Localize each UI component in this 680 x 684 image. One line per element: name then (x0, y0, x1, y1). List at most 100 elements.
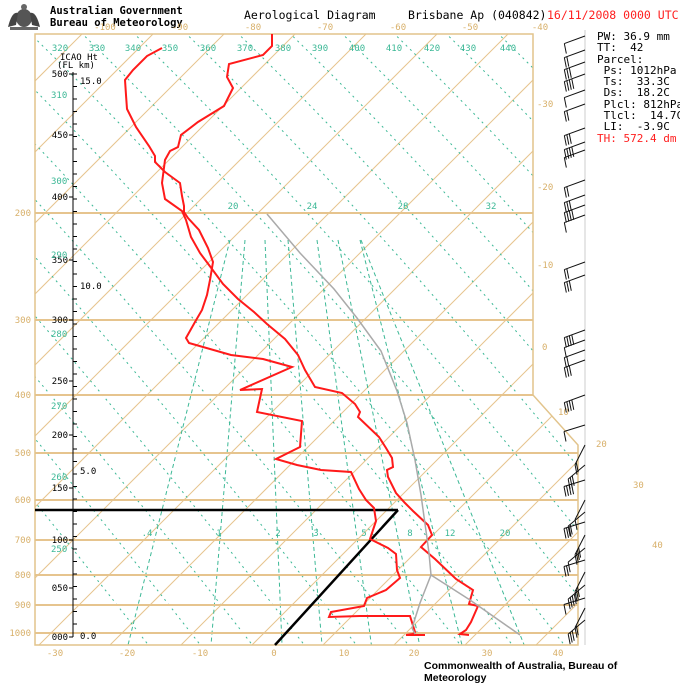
pressure-label: 900 (15, 601, 31, 611)
temp-tick-bottom: 10 (339, 649, 350, 659)
flight-level-label: 350 (52, 256, 68, 266)
theta-left-label: 280 (51, 330, 67, 340)
temp-tick-right: 40 (652, 541, 663, 551)
parcel-low-branch-profile (430, 574, 521, 636)
theta-left-label: 310 (51, 91, 67, 101)
theta-left-label: 250 (51, 545, 67, 555)
temp-tick-top: -100 (94, 23, 116, 33)
temp-tick-top: -90 (172, 23, 188, 33)
theta-label: 430 (460, 44, 476, 54)
temp-tick-bottom: 20 (409, 649, 420, 659)
temp-tick-right: 30 (633, 481, 644, 491)
org-line-1: Australian Government (50, 5, 183, 17)
station-name: Brisbane Ap (040842) (408, 8, 547, 22)
plot-border (34, 33, 579, 646)
stat-th: TH: 572.4 dm (597, 131, 677, 145)
pressure-label: 800 (15, 571, 31, 581)
icao-title: ICAO Ht (60, 53, 98, 63)
mixing-ratio-upper-label: 28 (398, 202, 409, 212)
stat-ps: Ps: 1012hPa (597, 63, 677, 77)
mixing-ratio-upper-label: 32 (486, 202, 497, 212)
flight-level-label: 100 (52, 536, 68, 546)
theta-label: 400 (349, 44, 365, 54)
parcel-statistics-panel: PW: 36.9 mm TT: 42 Parcel: Ps: 1012hPa Ts:… (597, 31, 680, 144)
temp-tick-top: -80 (245, 23, 261, 33)
pressure-label: 200 (15, 209, 31, 219)
theta-label: 410 (386, 44, 402, 54)
temp-tick-right: 20 (596, 440, 607, 450)
theta-label: 320 (52, 44, 68, 54)
mixing-ratio-label: 2 (275, 529, 280, 539)
mixing-ratio-label: 20 (500, 529, 511, 539)
temp-tick-top: -50 (462, 23, 478, 33)
temp-tick-bottom: -20 (119, 649, 135, 659)
mixing-ratio-upper-label: 24 (307, 202, 318, 212)
temp-tick-top: -70 (317, 23, 333, 33)
parcel-profile (266, 213, 432, 635)
dew-point-profile (123, 47, 425, 636)
stat-plcl: Plcl: 812hPa (597, 97, 680, 111)
temp-tick-bottom: -30 (47, 649, 63, 659)
temp-tick-bottom: 30 (482, 649, 493, 659)
mixing-ratio-label: 1 (216, 529, 221, 539)
isobar-lines (35, 212, 578, 634)
temp-tick-right: 0 (542, 343, 547, 353)
theta-left-label: 300 (51, 177, 67, 187)
theta-label: 380 (275, 44, 291, 54)
org-line-2: Bureau of Meteorology (50, 17, 183, 29)
icao-subtitle: (FL km) (57, 61, 95, 71)
stat-ts: Ts: 33.3C (597, 75, 670, 89)
pressure-label: 600 (15, 496, 31, 506)
flight-level-label: 050 (52, 584, 68, 594)
sounding-profiles (123, 34, 521, 636)
flight-level-label: 200 (52, 431, 68, 441)
diagram-title: Aerological Diagram (244, 8, 376, 22)
stat-tlcl: Tlcl: 14.7C (597, 109, 680, 123)
mixing-ratio-label: 8 (407, 529, 412, 539)
temp-tick-right: -10 (537, 261, 553, 271)
temp-tick-right: -30 (537, 100, 553, 110)
temp-tick-bottom: 0 (271, 649, 276, 659)
stat-li: LI: -3.9C (597, 120, 670, 134)
flight-level-label: 300 (52, 316, 68, 326)
temperature-profile (160, 34, 480, 636)
dry-adiabat-lines (35, 34, 578, 645)
temp-tick-bottom: -10 (192, 649, 208, 659)
temp-tick-top: -60 (390, 23, 406, 33)
theta-label: 420 (424, 44, 440, 54)
copyright-footer: Commonwealth of Australia, Bureau of Met… (424, 660, 618, 684)
theta-label: 360 (200, 44, 216, 54)
theta-left-label: 260 (51, 473, 67, 483)
temp-tick-bottom: 40 (553, 649, 564, 659)
theta-label: 370 (237, 44, 253, 54)
flight-level-label: 250 (52, 377, 68, 387)
mixing-ratio-label: 5 (361, 529, 366, 539)
theta-label: 390 (312, 44, 328, 54)
mixing-ratio-label: 12 (445, 529, 456, 539)
pressure-label: 400 (15, 391, 31, 401)
pressure-label: 700 (15, 536, 31, 546)
flight-level-label: 500 (52, 70, 68, 80)
km-label: 15.0 (80, 77, 102, 87)
flight-level-label: 000 (52, 633, 68, 643)
icao-height-axis: ICAO Ht (FL km) 500 450 400 350 300 250 200 150… (52, 53, 102, 643)
km-label: 0.0 (80, 632, 96, 642)
temp-tick-right: 10 (558, 408, 569, 418)
theta-label: 440 (500, 44, 516, 54)
flight-level-label: 450 (52, 131, 68, 141)
pressure-label: 500 (15, 449, 31, 459)
coat-of-arms-logo (8, 4, 40, 30)
theta-left-label: 290 (51, 251, 67, 261)
mixing-ratio-label: 3 (313, 529, 318, 539)
mixing-ratio-label: .4 (142, 529, 153, 539)
observation-datetime: 16/11/2008 0000 UTC (547, 8, 679, 22)
mixing-ratio-lines (127, 239, 525, 645)
mixing-ratio-upper-label: 20 (228, 202, 239, 212)
wind-barbs (563, 30, 586, 645)
organisation-name: Australian Government Bureau of Meteorol… (50, 5, 183, 29)
pressure-label: 300 (15, 316, 31, 326)
flight-level-label: 400 (52, 193, 68, 203)
lcl-construction-lines (35, 508, 399, 646)
